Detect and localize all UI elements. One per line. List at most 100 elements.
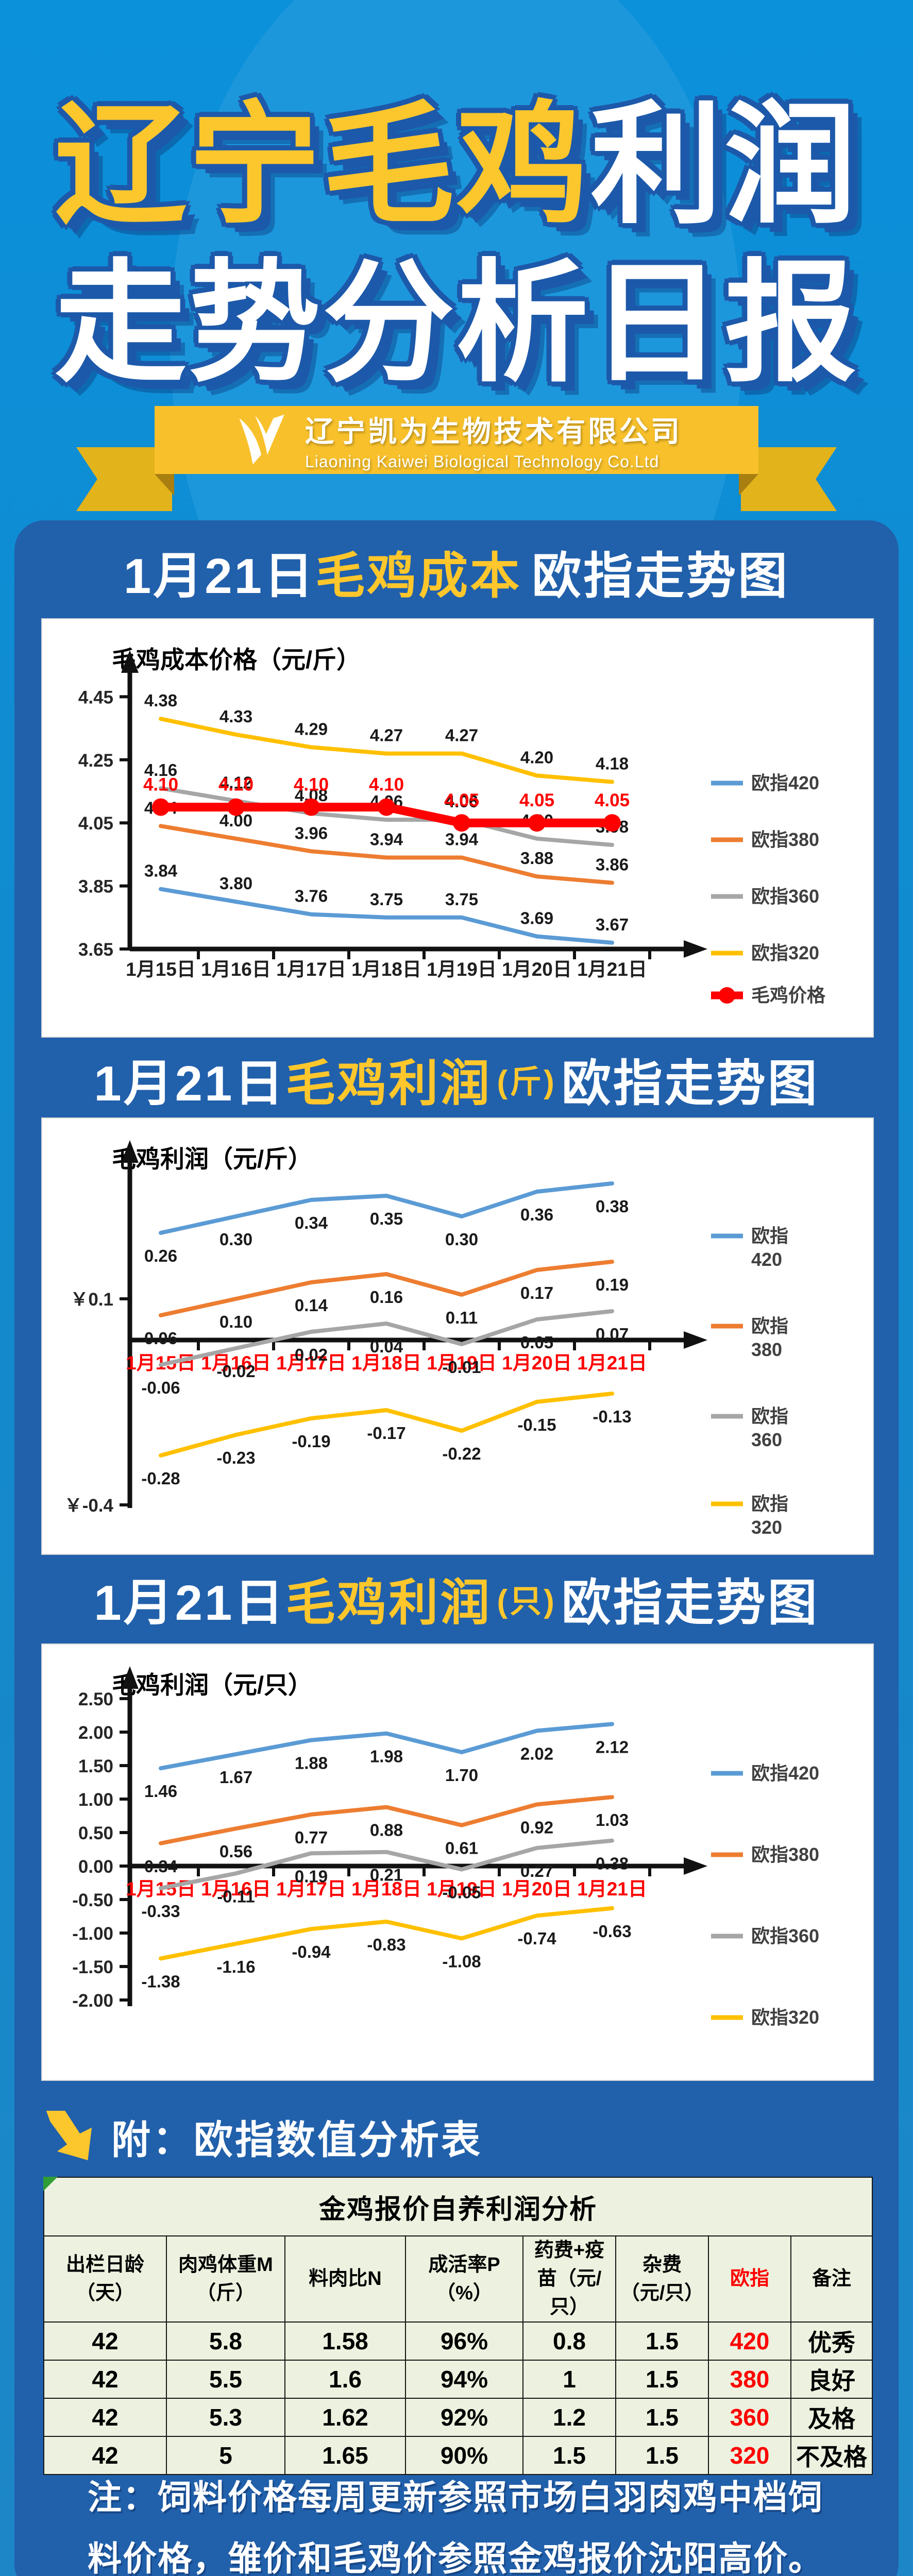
svg-text:1.88: 1.88 bbox=[295, 1754, 328, 1773]
svg-text:欧指420: 欧指420 bbox=[751, 1762, 819, 1784]
section2-date: 1月21日 bbox=[94, 1056, 286, 1111]
svg-text:0.30: 0.30 bbox=[219, 1230, 252, 1249]
svg-text:4.29: 4.29 bbox=[295, 719, 328, 738]
table-cell: 不及格 bbox=[790, 2436, 873, 2476]
company-logo-icon bbox=[231, 409, 292, 472]
svg-text:-0.33: -0.33 bbox=[141, 1902, 180, 1921]
svg-text:-0.02: -0.02 bbox=[216, 1362, 255, 1381]
svg-text:0.07: 0.07 bbox=[596, 1325, 629, 1344]
svg-text:1月20日: 1月20日 bbox=[502, 1878, 572, 1900]
svg-text:1.03: 1.03 bbox=[596, 1810, 629, 1829]
hero-line1-yellow: 辽宁毛鸡 bbox=[54, 92, 590, 239]
svg-text:2.12: 2.12 bbox=[596, 1737, 629, 1756]
svg-text:3.85: 3.85 bbox=[78, 877, 113, 897]
table-cell: 1.5 bbox=[615, 2321, 709, 2361]
svg-text:2.00: 2.00 bbox=[78, 1723, 113, 1743]
section1-date: 1月21日 bbox=[123, 548, 316, 604]
table-cell: 320 bbox=[708, 2436, 791, 2476]
table-cell: 96% bbox=[405, 2321, 523, 2361]
table-cell: 90% bbox=[405, 2436, 523, 2476]
table-row: 42 5.3 1.62 92% 1.2 1.5 360 及格 bbox=[43, 2398, 873, 2437]
svg-text:4.27: 4.27 bbox=[370, 726, 403, 745]
section1-highlight: 毛鸡成本 bbox=[315, 548, 522, 604]
table-header-6: 欧指 bbox=[708, 2235, 791, 2323]
svg-text:欧指320: 欧指320 bbox=[751, 2007, 819, 2028]
svg-text:3.96: 3.96 bbox=[295, 823, 328, 842]
table-header-1: 肉鸡体重M（斤） bbox=[166, 2235, 285, 2323]
table-cell: 1.5 bbox=[615, 2436, 709, 2476]
table-cell: 42 bbox=[43, 2321, 167, 2361]
svg-text:欧指420: 欧指420 bbox=[751, 772, 819, 793]
svg-text:3.65: 3.65 bbox=[78, 940, 113, 960]
table-cell: 360 bbox=[708, 2398, 791, 2437]
svg-text:1月19日: 1月19日 bbox=[427, 1352, 497, 1374]
svg-text:0.10: 0.10 bbox=[219, 1312, 252, 1331]
section-title-profit-bird: 1月21日 毛鸡利润 (只) 欧指走势图 bbox=[14, 1557, 899, 1639]
svg-text:1月17日: 1月17日 bbox=[276, 959, 346, 980]
svg-text:4.20: 4.20 bbox=[520, 748, 553, 767]
svg-text:1月18日: 1月18日 bbox=[351, 1352, 421, 1374]
profit-per-jin-chart-card: 毛鸡利润（元/斤） ￥0.1 ￥-0.4 1月15日 1月16日 1月17日 1月18日 1月… bbox=[41, 1117, 874, 1555]
svg-text:1月17日: 1月17日 bbox=[276, 1352, 346, 1374]
table-cell: 1.58 bbox=[284, 2321, 406, 2361]
table-cell: 1.5 bbox=[615, 2360, 709, 2399]
svg-text:1月21日: 1月21日 bbox=[577, 1878, 647, 1900]
svg-text:1月16日: 1月16日 bbox=[201, 959, 271, 980]
svg-text:-1.38: -1.38 bbox=[141, 1972, 180, 1991]
svg-text:毛鸡利润（元/只）: 毛鸡利润（元/只） bbox=[112, 1671, 312, 1699]
svg-text:4.10: 4.10 bbox=[369, 775, 404, 795]
svg-text:4.12: 4.12 bbox=[219, 773, 252, 792]
svg-text:1月21日: 1月21日 bbox=[577, 1352, 647, 1374]
svg-text:1.98: 1.98 bbox=[370, 1747, 403, 1766]
svg-text:2.02: 2.02 bbox=[520, 1744, 553, 1763]
svg-text:0.21: 0.21 bbox=[370, 1866, 403, 1885]
svg-text:4.45: 4.45 bbox=[78, 687, 113, 707]
svg-text:3.84: 3.84 bbox=[144, 861, 178, 880]
svg-text:3.75: 3.75 bbox=[445, 890, 478, 909]
svg-text:0.92: 0.92 bbox=[520, 1818, 553, 1837]
svg-text:0.00: 0.00 bbox=[78, 1857, 113, 1877]
svg-text:3.80: 3.80 bbox=[219, 874, 252, 893]
svg-text:1.70: 1.70 bbox=[445, 1766, 478, 1785]
svg-text:4.38: 4.38 bbox=[144, 691, 177, 710]
hero-line-1: 辽宁毛鸡利润 bbox=[0, 87, 913, 245]
svg-text:-0.50: -0.50 bbox=[72, 1890, 113, 1910]
sheet-corner-icon bbox=[43, 2177, 58, 2191]
analysis-table: 金鸡报价自养利润分析 出栏日龄（天） 肉鸡体重M（斤） 料肉比N 成活率P（%） 药费+疫… bbox=[43, 2177, 873, 2476]
table-header-5: 杂费 （元/只） bbox=[615, 2235, 709, 2323]
svg-text:0.38: 0.38 bbox=[596, 1197, 629, 1216]
svg-text:3.94: 3.94 bbox=[370, 830, 403, 849]
section2-highlight: 毛鸡利润 bbox=[285, 1056, 492, 1111]
svg-text:0.02: 0.02 bbox=[295, 1345, 328, 1364]
table-cell: 5.3 bbox=[166, 2398, 285, 2437]
svg-text:毛鸡价格: 毛鸡价格 bbox=[751, 985, 826, 1006]
svg-text:3.94: 3.94 bbox=[445, 830, 479, 849]
svg-text:欧指360: 欧指360 bbox=[751, 1925, 819, 1946]
section-title-cost: 1月21日 毛鸡成本 欧指走势图 bbox=[14, 531, 899, 612]
svg-text:0.04: 0.04 bbox=[370, 1337, 403, 1356]
svg-text:-0.05: -0.05 bbox=[442, 1883, 481, 1902]
company-name-cn: 辽宁凯为生物技术有限公司 bbox=[305, 415, 682, 448]
ribbon-band: 辽宁凯为生物技术有限公司 Liaoning Kaiwei Biological … bbox=[155, 406, 758, 474]
svg-text:1月19日: 1月19日 bbox=[427, 959, 497, 980]
table-cell: 5 bbox=[166, 2436, 285, 2476]
svg-text:1月16日: 1月16日 bbox=[201, 1878, 271, 1900]
svg-text:4.18: 4.18 bbox=[596, 754, 629, 773]
svg-text:4.10: 4.10 bbox=[143, 775, 178, 795]
svg-text:0.16: 0.16 bbox=[370, 1287, 403, 1307]
table-cell: 1.5 bbox=[522, 2436, 616, 2476]
svg-text:1.67: 1.67 bbox=[219, 1768, 252, 1787]
svg-text:-0.15: -0.15 bbox=[517, 1415, 556, 1434]
table-header-2: 料肉比N bbox=[284, 2235, 406, 2323]
svg-text:4.05: 4.05 bbox=[78, 814, 113, 834]
profit-per-bird-chart: 毛鸡利润（元/只）2.50 2.00 1.50 1.00 0.50 0.00 -0.50 -1… bbox=[72, 1666, 819, 2028]
svg-text:￥0.1: ￥0.1 bbox=[70, 1290, 113, 1310]
section3-suffix: 欧指走势图 bbox=[561, 1575, 819, 1631]
section3-date: 1月21日 bbox=[94, 1575, 286, 1631]
table-header-3: 成活率P（%） bbox=[405, 2235, 523, 2323]
table-cell: 良好 bbox=[790, 2360, 873, 2399]
svg-text:2.50: 2.50 bbox=[78, 1689, 113, 1709]
svg-text:1.46: 1.46 bbox=[144, 1782, 177, 1801]
